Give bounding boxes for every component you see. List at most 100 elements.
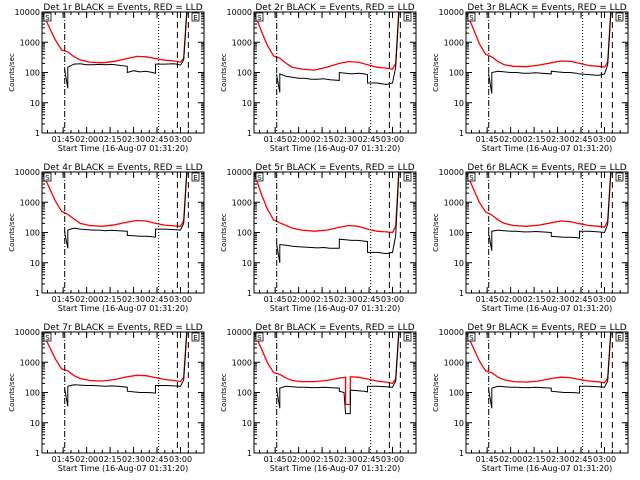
x-tick-label: 01:45 xyxy=(52,455,75,464)
y-tick-label: 1 xyxy=(459,129,464,138)
start-marker-label: S xyxy=(45,14,50,22)
y-tick-label: 100 xyxy=(237,389,252,398)
end-marker-label: E xyxy=(193,14,197,22)
y-tick-label: 1 xyxy=(459,289,464,298)
series-group xyxy=(466,172,612,251)
y-tick-label: 10 xyxy=(30,99,40,108)
x-tick-label: 01:45 xyxy=(476,295,499,304)
x-tick-label: 02:45 xyxy=(358,455,381,464)
y-axis-label: Counts/sec xyxy=(8,213,16,252)
y-tick-label: 100 xyxy=(449,389,464,398)
detector-panel-8: Det 8r BLACK = Events, RED = LLD 1 10 100 10… xyxy=(220,323,417,473)
detector-panel-4: Det 4r BLACK = Events, RED = LLD 1 10 100 10… xyxy=(8,163,205,313)
x-tick-label: 02:00 xyxy=(499,455,522,464)
x-tick-label: 01:45 xyxy=(52,295,75,304)
x-axis-label: Start Time (16-Aug-07 01:31:20) xyxy=(270,144,401,153)
lld-rate-line xyxy=(254,172,400,234)
start-marker-label: S xyxy=(45,174,50,182)
x-axis-label: Start Time (16-Aug-07 01:31:20) xyxy=(58,144,189,153)
x-tick-label: 02:15 xyxy=(523,455,546,464)
y-tick-label: 1 xyxy=(459,449,464,458)
x-tick-label: 02:30 xyxy=(334,455,357,464)
x-tick-label: 03:00 xyxy=(169,295,192,304)
detector-panel-6: Det 6r BLACK = Events, RED = LLD 1 10 100 10… xyxy=(432,163,629,313)
x-tick-label: 02:45 xyxy=(146,455,169,464)
x-tick-label: 01:45 xyxy=(264,135,287,144)
start-marker-box xyxy=(43,172,52,182)
events-rate-line xyxy=(64,332,188,407)
x-tick-label: 02:30 xyxy=(122,135,145,144)
y-tick-label: 100 xyxy=(449,229,464,238)
y-axis-label: Counts/sec xyxy=(432,53,440,92)
y-tick-label: 100 xyxy=(25,389,40,398)
y-tick-label: 1000 xyxy=(232,198,252,207)
series-group xyxy=(254,172,400,263)
x-tick-label: 03:00 xyxy=(381,455,404,464)
x-tick-label: 02:45 xyxy=(146,295,169,304)
events-rate-line xyxy=(276,172,400,263)
y-tick-label: 10 xyxy=(454,259,464,268)
x-tick-label: 02:15 xyxy=(311,295,334,304)
x-tick-label: 02:00 xyxy=(287,295,310,304)
start-marker-box xyxy=(255,172,264,182)
end-marker-box xyxy=(191,12,200,22)
start-marker-label: S xyxy=(469,334,474,342)
y-tick-label: 1000 xyxy=(20,38,40,47)
series-group xyxy=(42,12,188,89)
x-tick-label: 02:45 xyxy=(570,135,593,144)
y-tick-label: 1 xyxy=(247,289,252,298)
y-tick-label: 10000 xyxy=(15,168,40,177)
x-tick-label: 02:00 xyxy=(75,455,98,464)
y-tick-label: 1 xyxy=(247,129,252,138)
panel-title: Det 4r BLACK = Events, RED = LLD xyxy=(43,163,202,173)
end-marker-label: E xyxy=(405,174,409,182)
events-rate-line xyxy=(488,12,612,94)
series-group xyxy=(254,12,400,93)
panel-title: Det 9r BLACK = Events, RED = LLD xyxy=(467,323,626,333)
x-tick-label: 02:15 xyxy=(311,135,334,144)
x-axis-label: Start Time (16-Aug-07 01:31:20) xyxy=(58,464,189,473)
x-tick-label: 03:00 xyxy=(593,295,616,304)
x-tick-label: 02:15 xyxy=(99,135,122,144)
lld-rate-line xyxy=(42,332,188,383)
start-marker-box xyxy=(467,172,476,182)
events-rate-line xyxy=(276,12,400,93)
x-tick-label: 03:00 xyxy=(169,135,192,144)
end-marker-label: E xyxy=(193,174,197,182)
events-rate-line xyxy=(64,12,188,89)
lld-rate-line xyxy=(466,172,612,228)
detector-panel-9: Det 9r BLACK = Events, RED = LLD 1 10 100 10… xyxy=(432,323,629,473)
y-axis-label: Counts/sec xyxy=(432,373,440,412)
x-tick-label: 01:45 xyxy=(476,455,499,464)
panel-title: Det 5r BLACK = Events, RED = LLD xyxy=(255,163,414,173)
x-tick-label: 02:45 xyxy=(570,455,593,464)
end-marker-box xyxy=(615,12,624,22)
y-tick-label: 1 xyxy=(35,289,40,298)
y-tick-label: 10000 xyxy=(227,328,252,337)
start-marker-box xyxy=(255,12,264,22)
x-tick-label: 02:00 xyxy=(287,135,310,144)
plot-frame xyxy=(465,331,629,454)
x-tick-label: 01:45 xyxy=(52,135,75,144)
x-tick-label: 02:30 xyxy=(546,295,569,304)
y-tick-label: 100 xyxy=(449,69,464,78)
x-tick-label: 02:15 xyxy=(311,455,334,464)
x-tick-label: 02:30 xyxy=(546,455,569,464)
plot-frame xyxy=(253,331,417,454)
x-tick-label: 03:00 xyxy=(593,455,616,464)
detector-panel-2: Det 2r BLACK = Events, RED = LLD 1 10 100 10… xyxy=(220,3,417,153)
detector-panel-7: Det 7r BLACK = Events, RED = LLD 1 10 100 10… xyxy=(8,323,205,473)
y-tick-label: 10000 xyxy=(15,328,40,337)
x-axis-label: Start Time (16-Aug-07 01:31:20) xyxy=(482,464,613,473)
x-tick-label: 02:45 xyxy=(146,135,169,144)
y-tick-label: 10 xyxy=(242,259,252,268)
y-axis-label: Counts/sec xyxy=(8,53,16,92)
y-tick-label: 10000 xyxy=(439,8,464,17)
x-tick-label: 02:45 xyxy=(358,135,381,144)
start-marker-label: S xyxy=(469,174,474,182)
y-tick-label: 1000 xyxy=(232,358,252,367)
y-tick-label: 100 xyxy=(237,229,252,238)
x-tick-label: 02:00 xyxy=(75,295,98,304)
y-tick-label: 1000 xyxy=(232,38,252,47)
y-tick-label: 1 xyxy=(247,449,252,458)
